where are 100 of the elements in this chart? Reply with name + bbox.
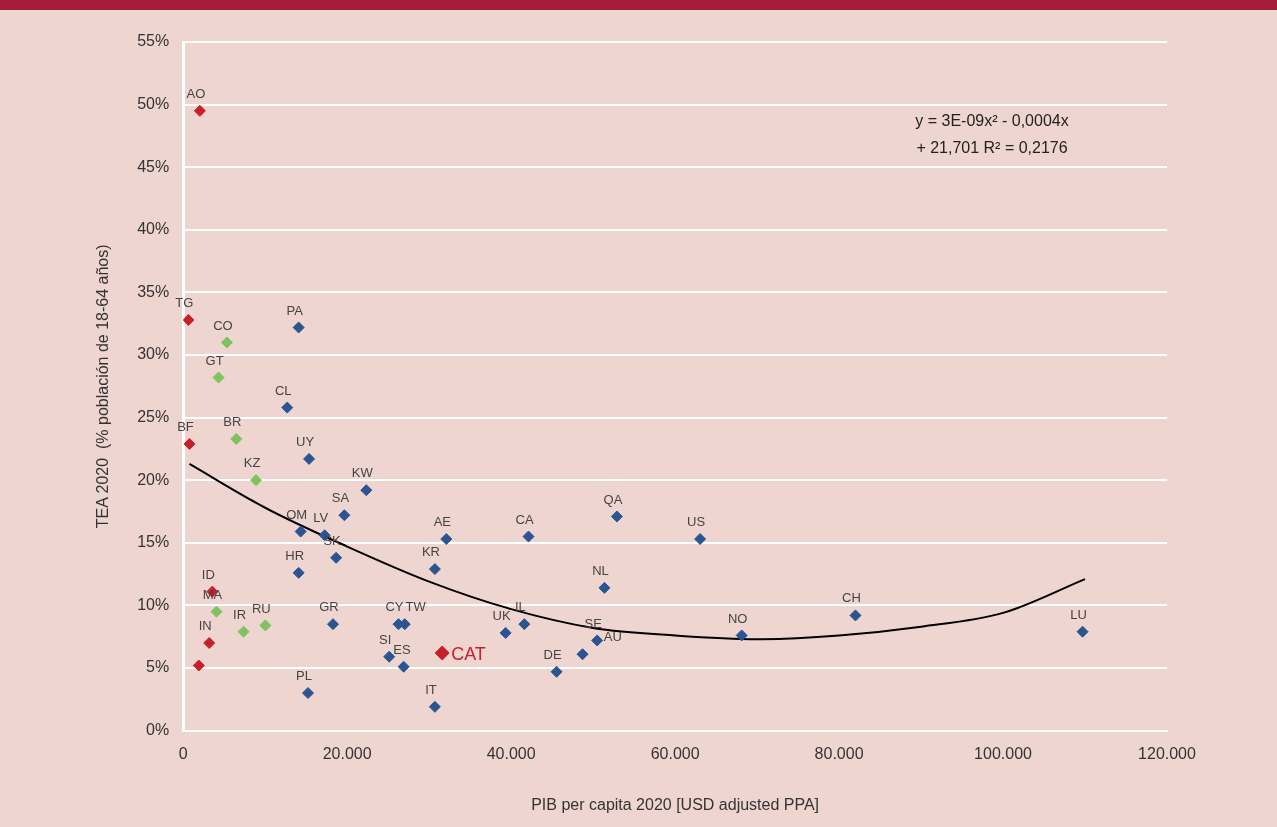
data-label: ID bbox=[201, 566, 215, 582]
y-tick-label: 30% bbox=[137, 345, 170, 363]
data-label: KR bbox=[421, 544, 440, 560]
point bbox=[499, 626, 512, 639]
point bbox=[183, 313, 195, 326]
point bbox=[203, 636, 216, 649]
annotation: y = 3E-09x² - 0,0004x + 21,701 R² = 0,2176 bbox=[915, 112, 1069, 157]
x-tick-label: 20.000 bbox=[322, 744, 372, 762]
data-label: AO bbox=[186, 85, 206, 101]
point bbox=[849, 609, 862, 622]
data-label: TW bbox=[405, 599, 427, 615]
y-tick-label: 15% bbox=[137, 533, 170, 551]
y-tick-label: 20% bbox=[137, 470, 170, 488]
point bbox=[550, 665, 563, 678]
point bbox=[259, 619, 272, 632]
data-label: CY bbox=[385, 599, 404, 615]
data-label: CA bbox=[515, 511, 534, 527]
x-axis-title: PIB per capita 2020 [USD adjusted PPA] bbox=[531, 795, 820, 813]
point bbox=[192, 659, 205, 672]
point bbox=[383, 650, 396, 663]
point bbox=[183, 437, 196, 450]
point bbox=[397, 660, 410, 673]
point bbox=[220, 336, 233, 349]
data-label: GR bbox=[319, 599, 339, 615]
y-tick-label: 40% bbox=[137, 220, 170, 238]
data-label: HR bbox=[285, 547, 305, 563]
point bbox=[294, 525, 307, 538]
point bbox=[428, 563, 441, 576]
data-label: CH bbox=[842, 590, 861, 606]
y-axis-title: TEA 2020 (% población de 18-64 años) bbox=[94, 244, 112, 529]
data-label: PA bbox=[286, 302, 304, 318]
y-tick-label: 0% bbox=[146, 721, 170, 739]
point bbox=[694, 533, 707, 546]
data-label: IN bbox=[198, 618, 212, 634]
y-tick-label: 35% bbox=[137, 282, 170, 300]
data-label: GT bbox=[205, 352, 224, 368]
point bbox=[212, 371, 225, 384]
data-label: OM bbox=[286, 506, 308, 522]
point bbox=[360, 484, 373, 497]
data-label: PL bbox=[296, 668, 312, 684]
point bbox=[210, 605, 223, 618]
data-label: TG bbox=[175, 295, 194, 311]
point bbox=[330, 551, 343, 564]
data-label: DE bbox=[543, 646, 562, 662]
data-label: AU bbox=[603, 629, 622, 645]
point bbox=[518, 618, 531, 631]
data-label: LV bbox=[313, 510, 329, 526]
data-label: SA bbox=[331, 490, 350, 506]
x-tick-label: 100.000 bbox=[974, 744, 1033, 762]
y-tick-label: 10% bbox=[137, 595, 170, 613]
point bbox=[303, 452, 316, 465]
point bbox=[735, 629, 748, 642]
y-tick-label: 50% bbox=[137, 95, 170, 113]
data-label: LU bbox=[1070, 606, 1087, 622]
point bbox=[193, 104, 206, 117]
data-label: BF bbox=[177, 418, 194, 434]
point bbox=[338, 509, 351, 522]
point bbox=[327, 618, 339, 631]
data-label: CL bbox=[274, 382, 292, 398]
point bbox=[292, 321, 305, 334]
data-label: KW bbox=[351, 465, 374, 481]
y-tick-label: 55% bbox=[137, 32, 170, 50]
y-tick-label: 25% bbox=[137, 408, 170, 426]
data-label: UK bbox=[492, 608, 512, 624]
data-label: IL bbox=[514, 599, 526, 615]
point bbox=[576, 648, 589, 661]
y-tick-label: 45% bbox=[137, 157, 170, 175]
data-label: UY bbox=[296, 433, 315, 449]
data-label: CO bbox=[213, 317, 233, 333]
data-label: NO bbox=[727, 610, 748, 626]
point bbox=[230, 432, 243, 445]
x-tick-label: 120.000 bbox=[1138, 744, 1197, 762]
series-label: CAT bbox=[451, 643, 486, 664]
point bbox=[292, 566, 305, 579]
x-tick-label: 40.000 bbox=[486, 744, 536, 762]
point bbox=[428, 700, 441, 713]
point bbox=[440, 533, 453, 546]
point bbox=[434, 645, 450, 661]
data-label: KZ bbox=[243, 455, 261, 471]
data-label: AE bbox=[433, 514, 452, 530]
point bbox=[237, 625, 250, 638]
point bbox=[1076, 625, 1089, 638]
data-label: IT bbox=[425, 681, 437, 697]
data-label: ES bbox=[393, 641, 411, 657]
x-tick-label: 80.000 bbox=[814, 744, 864, 762]
point bbox=[250, 474, 263, 487]
point bbox=[302, 687, 314, 700]
x-tick-label: 60.000 bbox=[650, 744, 700, 762]
data-label: SE bbox=[584, 615, 603, 631]
point bbox=[522, 530, 535, 543]
data-label: SI bbox=[379, 631, 392, 647]
point bbox=[610, 510, 623, 523]
y-tick-label: 5% bbox=[146, 658, 170, 676]
point bbox=[281, 401, 294, 414]
data-label: IR bbox=[233, 606, 247, 622]
data-label: BR bbox=[223, 413, 242, 429]
data-label: NL bbox=[592, 562, 609, 578]
data-label: QA bbox=[603, 491, 623, 507]
point bbox=[598, 581, 611, 594]
data-label: RU bbox=[251, 600, 271, 616]
